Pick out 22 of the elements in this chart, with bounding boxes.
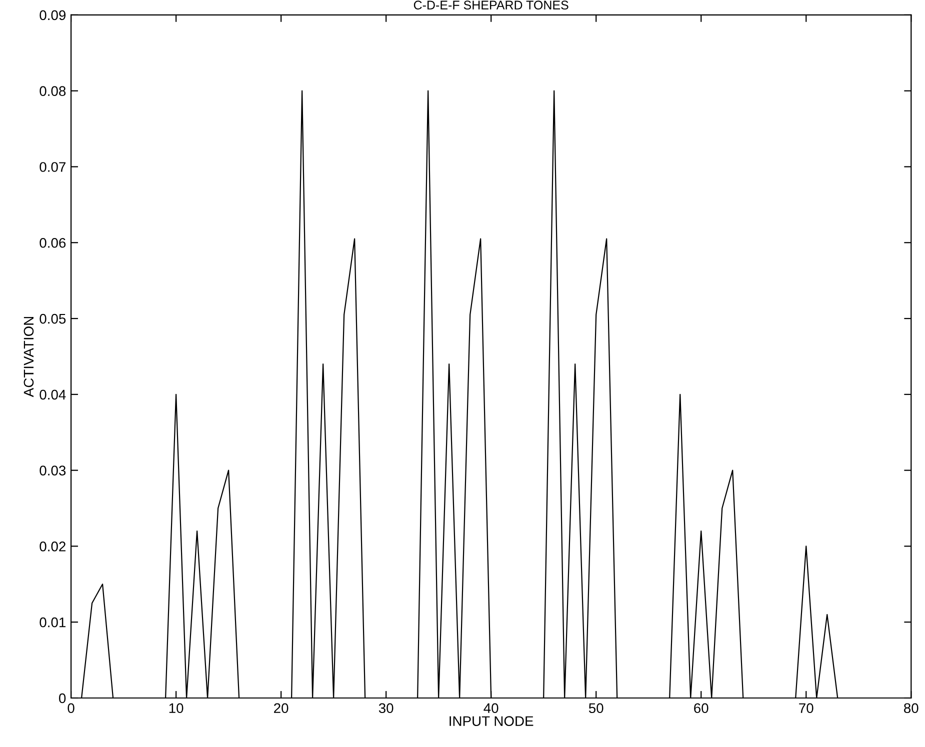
y-tick-label: 0.07 <box>40 162 66 172</box>
y-tick-label: 0.06 <box>40 238 66 248</box>
y-tick-label: 0.08 <box>40 86 66 96</box>
x-tick-label: 40 <box>484 703 498 714</box>
x-tick-label: 60 <box>694 703 708 714</box>
x-tick-label: 0 <box>68 703 74 714</box>
x-axis-title: INPUT NODE <box>450 716 534 726</box>
x-tick-label: 50 <box>588 703 604 714</box>
x-tick-label: 20 <box>274 703 288 714</box>
x-tick-label: 30 <box>378 703 394 714</box>
y-tick-label: 0 <box>59 693 66 704</box>
chart-title: C-D-E-F SHEPARD TONES <box>414 0 568 10</box>
y-tick-label: 0.09 <box>40 10 66 20</box>
y-tick-label: 0.01 <box>40 617 66 628</box>
y-axis-title: ACTIVATION <box>24 316 34 398</box>
x-tick-label: 80 <box>904 703 918 714</box>
x-tick-label: 70 <box>799 703 814 714</box>
y-tick-label: 0.04 <box>40 390 66 400</box>
y-tick-label: 0.05 <box>40 314 66 324</box>
y-tick-label: 0.03 <box>40 466 66 476</box>
x-tick-label: 10 <box>169 703 184 714</box>
y-tick-label: 0.02 <box>40 542 66 552</box>
